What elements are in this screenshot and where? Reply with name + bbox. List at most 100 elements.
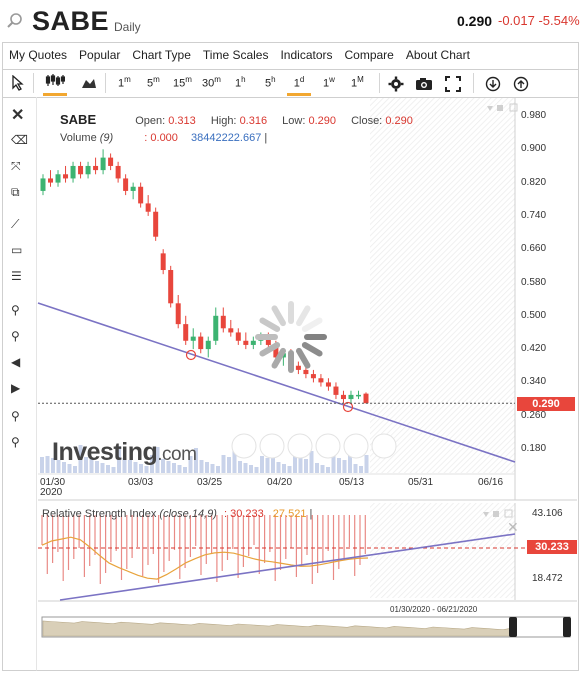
interval-1d[interactable]: 1d [287, 75, 311, 96]
trendline[interactable] [37, 302, 516, 463]
volume-bar [117, 446, 121, 473]
zoom-out-icon[interactable]: ⚲ [11, 329, 20, 343]
camera-icon[interactable] [415, 76, 433, 91]
price-change: -0.017 -5.54% [498, 13, 580, 28]
fullscreen-icon[interactable] [445, 76, 461, 92]
zoom-in-icon[interactable]: ⚲ [11, 303, 20, 317]
volume-bar [95, 461, 99, 473]
volume-bar [265, 458, 270, 473]
area-chart-icon[interactable] [81, 77, 97, 89]
fibonacci-tool-icon[interactable]: ☰ [11, 269, 22, 283]
navigator-handle-right[interactable] [563, 617, 571, 637]
close-value: 0.290 [385, 115, 413, 127]
scroll-right-icon[interactable]: ▶ [11, 381, 21, 395]
interval-1h[interactable]: 1h [235, 75, 246, 90]
search-icon[interactable] [6, 12, 24, 30]
spinner-spoke [271, 305, 286, 327]
candle [63, 165, 69, 183]
candle [355, 390, 361, 400]
candle [340, 390, 346, 404]
volume-legend: Volume (9) : 0.000 38442222.667 | [60, 132, 267, 144]
volume-bar [249, 465, 253, 473]
interval-5m[interactable]: 5m [147, 75, 160, 90]
volume-bar [320, 465, 325, 473]
download-icon[interactable] [485, 76, 501, 92]
rsi-ytick-top: 43.106 [532, 508, 563, 519]
close-label: Close: [351, 115, 383, 127]
candle [48, 170, 54, 187]
candle [348, 390, 354, 404]
volume-bar [155, 447, 160, 473]
volume-bar [232, 449, 237, 473]
menu-about-chart[interactable]: About Chart [405, 48, 470, 62]
volume-bar [106, 465, 110, 473]
price-ytick: 0.420 [521, 343, 547, 355]
interval-30m[interactable]: 30m [202, 75, 221, 90]
interval-1M[interactable]: 1M [351, 75, 364, 90]
rsi-trendline[interactable] [59, 533, 516, 601]
volume-bar [260, 456, 264, 473]
upload-icon[interactable] [513, 76, 529, 92]
candlestick-icon[interactable] [43, 73, 67, 96]
candle [85, 161, 91, 179]
high-value: 0.316 [239, 115, 268, 127]
zoom-out-x-icon[interactable]: ⚲ [11, 435, 20, 449]
date-xtick: 04/20 [267, 477, 293, 488]
volume-bar [89, 459, 94, 473]
volume-period: (9) [99, 132, 114, 144]
candle [213, 307, 219, 345]
menu-chart-type[interactable]: Chart Type [132, 48, 191, 62]
candle [243, 332, 249, 350]
volume-bar [238, 461, 242, 473]
remove-all-icon[interactable]: ⤧ [11, 159, 21, 173]
menu-my-quotes[interactable]: My Quotes [9, 48, 68, 62]
volume-bar [221, 455, 226, 473]
price-ytick: 0.340 [521, 376, 547, 388]
rectangle-tool-icon[interactable]: ▭ [11, 243, 23, 257]
candle [198, 332, 204, 354]
menu-compare[interactable]: Compare [344, 48, 394, 62]
volume-bar [144, 466, 149, 473]
zoom-in-x-icon[interactable]: ⚲ [11, 409, 20, 423]
menu-time-scales[interactable]: Time Scales [202, 48, 269, 62]
volume-bar [73, 466, 77, 473]
interval-1m[interactable]: 1m [118, 75, 131, 90]
candle [325, 378, 331, 391]
interval-5h[interactable]: 5h [265, 75, 276, 90]
interval-15m[interactable]: 15m [173, 75, 192, 90]
price-ytick: 0.980 [521, 110, 547, 121]
spinner-spoke [301, 317, 323, 332]
volume-bar [364, 455, 369, 473]
date-xtick: 03/03 [128, 477, 154, 488]
date-xtick: 05/31 [408, 477, 434, 488]
volume-bar [111, 467, 116, 473]
volume-bar [353, 464, 358, 473]
cursor-icon[interactable] [11, 75, 25, 91]
rsi-ytick-bottom: 18.472 [532, 573, 563, 584]
candle [310, 369, 316, 383]
spinner-spoke [296, 305, 311, 327]
scroll-left-icon[interactable]: ◀ [11, 355, 21, 369]
zoom-controls[interactable] [231, 433, 397, 459]
pane-controls-icon[interactable] [483, 103, 518, 518]
gear-icon[interactable] [388, 76, 404, 92]
menu-indicators[interactable]: Indicators [280, 48, 333, 62]
close-icon[interactable]: ✕ [11, 107, 25, 124]
open-label: Open: [135, 115, 166, 127]
trendline-anchor[interactable] [342, 401, 354, 413]
interval-1w[interactable]: 1w [323, 75, 335, 90]
volume-bar [56, 460, 61, 473]
trendline-anchor[interactable] [185, 349, 197, 361]
volume-bar [298, 457, 303, 473]
copy-icon[interactable]: ⧉ [11, 185, 20, 199]
candle [55, 170, 61, 187]
delete-drawings-icon[interactable]: ⌫ [11, 133, 28, 147]
volume-bar [67, 464, 72, 473]
spinner-spoke [271, 347, 286, 369]
menu-popular[interactable]: Popular [79, 48, 121, 62]
last-price: 0.290 [457, 13, 493, 29]
volume-bar [133, 462, 138, 473]
trendline-tool-icon[interactable]: ⟋ [11, 217, 20, 231]
navigator-handle-left[interactable] [509, 617, 517, 637]
